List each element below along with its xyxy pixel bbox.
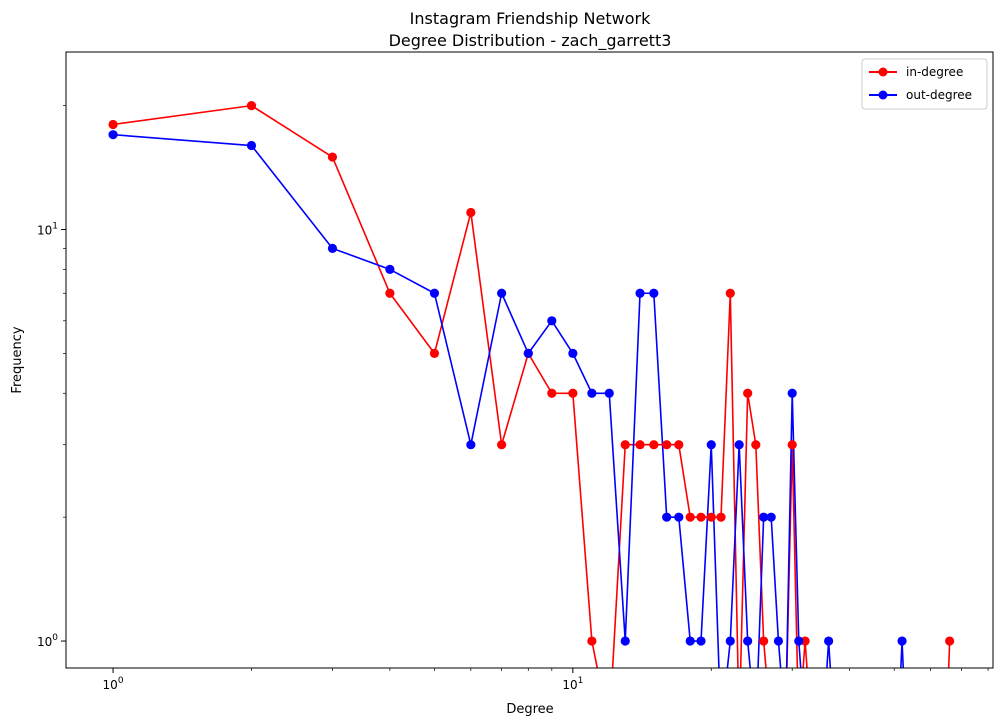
- point-out-degree: [766, 512, 776, 522]
- legend-label-out-degree: out-degree: [906, 88, 972, 102]
- y-axis-ticks: 100 101: [37, 105, 66, 649]
- legend: in-degree out-degree: [861, 58, 988, 110]
- point-out-degree: [635, 288, 645, 298]
- point-in-degree: [620, 440, 630, 450]
- point-in-degree: [497, 440, 507, 450]
- series-line-out-degree: [113, 133, 905, 668]
- point-out-degree: [773, 636, 784, 646]
- point-in-degree: [787, 440, 797, 450]
- point-out-degree: [523, 348, 533, 358]
- y-axis-label: Frequency: [10, 326, 25, 393]
- point-in-degree: [696, 512, 706, 522]
- point-in-degree: [800, 636, 810, 646]
- point-out-degree: [620, 636, 630, 646]
- point-out-degree: [547, 316, 557, 326]
- plot-lines: [112, 104, 951, 668]
- point-out-degree: [649, 288, 659, 298]
- point-in-degree: [429, 348, 440, 358]
- point-out-degree: [604, 388, 614, 398]
- legend-marker-out-degree: [878, 90, 888, 100]
- point-in-degree: [547, 388, 557, 398]
- point-out-degree: [897, 636, 907, 646]
- x-tick-label: 100: [103, 676, 124, 692]
- point-out-degree: [246, 140, 257, 151]
- point-in-degree: [674, 440, 684, 450]
- point-out-degree: [759, 512, 769, 522]
- x-tick-label: 101: [562, 676, 583, 692]
- chart-title: Instagram Friendship Network: [410, 9, 651, 28]
- series-line-in-degree: [112, 104, 951, 668]
- point-out-degree: [674, 512, 684, 522]
- x-axis-ticks: 100 101: [103, 668, 989, 692]
- point-in-degree: [385, 288, 395, 298]
- point-out-degree: [429, 288, 440, 298]
- y-tick-label: 100: [37, 633, 58, 649]
- point-in-degree: [945, 636, 955, 646]
- point-out-degree: [725, 636, 735, 646]
- point-out-degree: [794, 636, 804, 646]
- point-in-degree: [743, 388, 753, 398]
- point-in-degree: [649, 440, 659, 450]
- point-in-degree: [466, 207, 476, 218]
- point-out-degree: [466, 440, 476, 450]
- point-out-degree: [685, 636, 695, 646]
- point-in-degree: [751, 440, 761, 450]
- point-in-degree: [706, 512, 716, 522]
- point-in-degree: [759, 636, 769, 646]
- point-out-degree: [787, 388, 797, 398]
- point-in-degree: [568, 388, 578, 398]
- point-out-degree: [568, 348, 578, 358]
- point-in-degree: [108, 119, 118, 130]
- plot-frame: [65, 51, 994, 669]
- legend-marker-in-degree: [878, 67, 888, 77]
- plot-markers: [108, 101, 955, 646]
- point-out-degree: [587, 388, 597, 398]
- point-out-degree: [824, 636, 834, 646]
- point-in-degree: [725, 288, 735, 298]
- point-out-degree: [108, 130, 118, 140]
- point-in-degree: [587, 636, 597, 646]
- point-in-degree: [635, 440, 645, 450]
- point-out-degree: [734, 440, 744, 450]
- point-out-degree: [497, 288, 507, 298]
- chart-subtitle: Degree Distribution - zach_garrett3: [389, 31, 672, 51]
- y-tick-label: 101: [37, 222, 58, 238]
- point-in-degree: [716, 512, 726, 522]
- point-out-degree: [327, 243, 338, 253]
- x-axis-label: Degree: [506, 702, 553, 717]
- point-out-degree: [385, 264, 395, 274]
- point-out-degree: [696, 636, 706, 646]
- point-out-degree: [743, 636, 753, 646]
- point-out-degree: [706, 440, 716, 450]
- legend-label-in-degree: in-degree: [906, 65, 963, 79]
- point-in-degree: [662, 440, 672, 450]
- point-in-degree: [685, 512, 695, 522]
- point-in-degree: [246, 101, 257, 111]
- point-out-degree: [662, 512, 672, 522]
- point-in-degree: [327, 152, 338, 162]
